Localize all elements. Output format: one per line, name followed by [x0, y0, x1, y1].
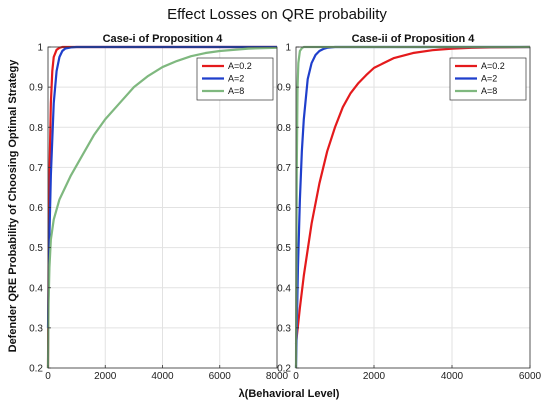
- y-tick-label: 0.7: [277, 163, 291, 174]
- y-tick-label: 1: [37, 43, 43, 54]
- y-tick-label: 0.2: [277, 364, 291, 375]
- series-line-A=0.2: [294, 45, 531, 345]
- y-tick-label: 0.2: [29, 364, 43, 375]
- y-tick-label: 0.4: [29, 283, 43, 294]
- y-tick-label: 0.6: [277, 203, 291, 214]
- series-line-A=8: [46, 46, 278, 369]
- y-tick-label: 0.5: [277, 243, 291, 254]
- legend-entry: A=0.2: [481, 61, 505, 71]
- plot-title: Case-ii of Proposition 4: [352, 33, 476, 45]
- y-tick-label: 0.6: [29, 203, 43, 214]
- y-axis-label: Defender QRE Probability of Choosing Opt…: [7, 59, 19, 353]
- plot-case-ii: 0 2000 4000 6000 0.2 0.3 0.4 0.5 0.6 0.7 0.8 0.9 1 Ca…: [277, 33, 541, 382]
- x-tick-label: 6000: [519, 371, 542, 382]
- y-tick-label: 0.9: [277, 83, 291, 94]
- x-axis-label: λ(Behavioral Level): [239, 388, 340, 400]
- y-tick-label: 0.3: [277, 323, 291, 334]
- x-tick-label: 0: [45, 371, 51, 382]
- x-tick-label: 4000: [441, 371, 464, 382]
- y-tick-label: 0.5: [29, 243, 43, 254]
- y-tick-label: 1: [285, 43, 291, 54]
- y-tick-label: 0.8: [277, 123, 291, 134]
- figure-title: Effect Losses on QRE probability: [167, 6, 387, 23]
- x-tick-label: 2000: [363, 371, 386, 382]
- y-tick-label: 0.4: [277, 283, 291, 294]
- legend: A=0.2 A=2 A=8: [449, 57, 527, 101]
- x-tick-label: 6000: [209, 371, 232, 382]
- y-tick-label: 0.8: [29, 123, 43, 134]
- legend-entry: A=2: [228, 74, 244, 84]
- x-tick-label: 2000: [94, 371, 117, 382]
- x-tick-label: 8000: [266, 371, 289, 382]
- legend-entry: A=8: [481, 86, 497, 96]
- y-tick-label: 0.3: [29, 323, 43, 334]
- legend-entry: A=0.2: [228, 61, 252, 71]
- plot-title: Case-i of Proposition 4: [103, 33, 224, 45]
- x-tick-label: 0: [293, 371, 299, 382]
- legend-entry: A=8: [228, 86, 244, 96]
- legend-entry: A=2: [481, 74, 497, 84]
- x-tick-label: 4000: [151, 371, 174, 382]
- y-tick-label: 0.9: [29, 83, 43, 94]
- legend: A=0.2 A=2 A=8: [196, 57, 274, 101]
- plot-case-i: 0 2000 4000 6000 80000.20.30.40.50.60.70.80.…: [29, 33, 288, 382]
- y-tick-label: 0.7: [29, 163, 43, 174]
